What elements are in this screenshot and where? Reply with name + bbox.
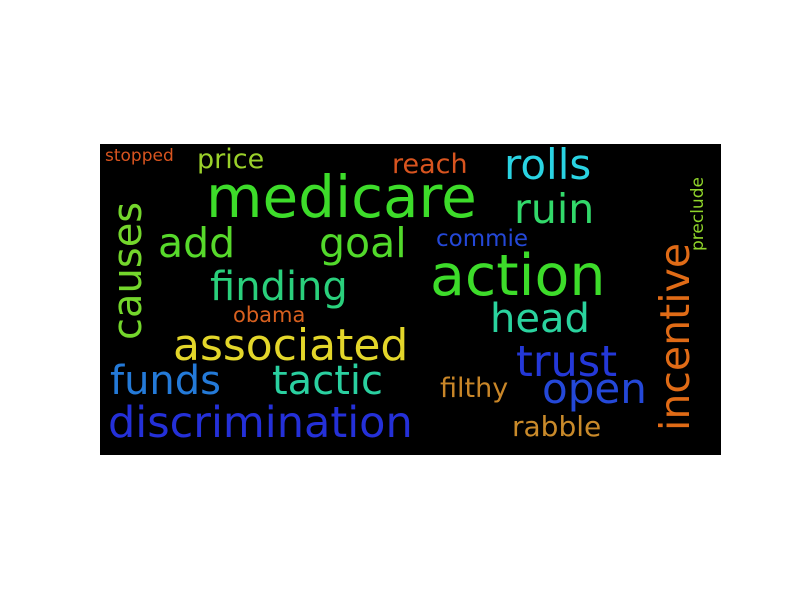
word-incentive: incentive: [651, 242, 699, 431]
word-medicare: medicare: [206, 163, 477, 231]
word-obama: obama: [233, 303, 306, 327]
word-trust: trust: [516, 337, 618, 387]
word-cloud: medicare action discrimination associate…: [100, 144, 721, 455]
word-funds: funds: [110, 358, 222, 404]
word-goal: goal: [319, 219, 407, 267]
word-action: action: [430, 243, 606, 309]
word-discrimination: discrimination: [108, 398, 413, 448]
word-filthy: filthy: [440, 373, 509, 404]
word-preclude: preclude: [688, 177, 708, 251]
word-commie: commie: [436, 226, 529, 252]
word-associated: associated: [173, 320, 409, 371]
word-price: price: [197, 144, 265, 175]
word-rolls: rolls: [504, 144, 592, 189]
word-reach: reach: [392, 149, 468, 180]
word-open: open: [542, 364, 647, 413]
word-ruin: ruin: [514, 185, 595, 233]
word-head: head: [490, 296, 590, 342]
word-stopped: stopped: [105, 146, 174, 166]
word-add: add: [158, 219, 236, 267]
word-tactic: tactic: [272, 358, 383, 404]
word-finding: finding: [210, 264, 348, 310]
word-rabble: rabble: [512, 410, 602, 443]
word-causes: causes: [105, 201, 151, 340]
